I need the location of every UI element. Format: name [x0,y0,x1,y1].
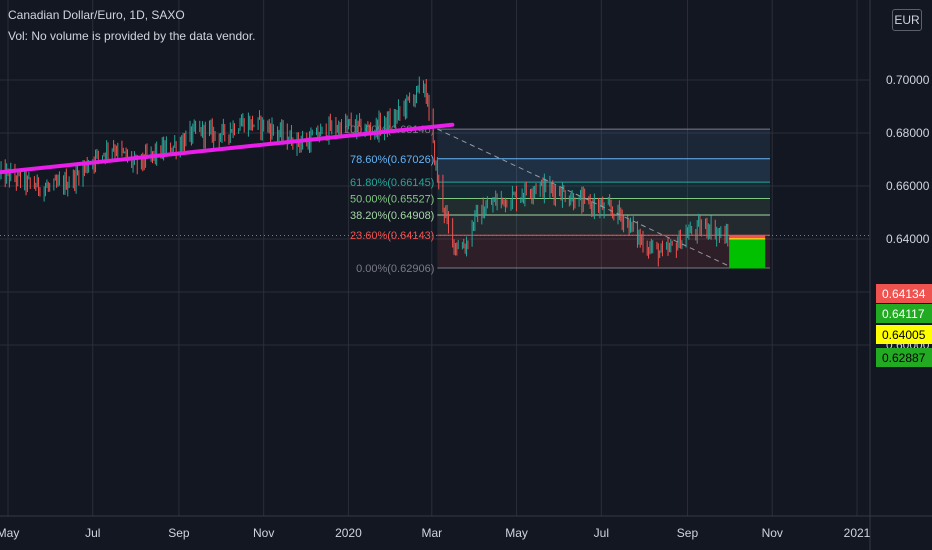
time-axis[interactable]: May Jul Sep Nov 2020 Mar May Jul Sep Nov 2021 [0,515,932,540]
time-tick-label: Mar [421,526,442,540]
symbol-legend[interactable]: Canadian Dollar/Euro, 1D, SAXO [8,8,185,22]
price-badge [876,325,932,344]
grid [0,0,870,516]
trendline-layer[interactable] [0,122,728,266]
price-axis[interactable]: 0.700000.680000.660000.640000.620000.600… [869,0,932,550]
fib-level-label: 38.20%(0.64908) [350,210,434,222]
currency-button[interactable]: EUR [892,9,922,31]
fibonacci-retracement[interactable]: 100.00%(0.68148)78.60%(0.67026)61.80%(0.… [344,124,770,275]
trendline[interactable] [0,122,455,175]
time-tick-label: 2021 [844,526,871,540]
fib-level-label: 0.00%(0.62906) [356,263,434,275]
fib-zone [437,235,770,268]
fib-zone [437,129,770,159]
fib-level-label: 23.60%(0.64143) [350,230,434,242]
fib-level-label: 61.80%(0.66145) [350,177,434,189]
price-tick-label: 0.66000 [886,179,930,193]
price-tick-label: 0.68000 [886,126,930,140]
price-tick-label: 0.64000 [886,232,930,246]
candlestick-series [0,76,729,267]
fib-level-label: 50.00%(0.65527) [350,194,434,206]
price-badge-label: 0.64134 [882,287,926,301]
time-tick-label: Jul [85,526,100,540]
time-tick-label: May [505,526,528,540]
volume-note: Vol: No volume is provided by the data v… [8,29,256,43]
price-tick-label: 0.70000 [886,73,930,87]
fib-zone [437,182,770,199]
time-tick-label: 2020 [335,526,362,540]
time-tick-label: May [0,526,19,540]
price-badge [876,304,932,323]
time-tick-label: Jul [594,526,609,540]
time-tick-label: Nov [762,526,783,540]
time-tick-label: Sep [168,526,190,540]
price-badge [876,284,932,303]
price-badge-label: 0.64005 [882,328,926,342]
price-badge-label: 0.62887 [882,351,926,365]
price-badge-label: 0.64117 [882,307,925,321]
stop-zone[interactable] [729,235,766,240]
fib-zone [437,214,770,236]
price-badge [876,348,932,367]
time-tick-label: Sep [677,526,699,540]
fib-zone [437,158,770,183]
fib-level-label: 78.60%(0.67026) [350,154,434,166]
time-tick-label: Nov [253,526,274,540]
target-zone-layer[interactable] [0,234,870,269]
target-zone[interactable] [729,239,766,269]
